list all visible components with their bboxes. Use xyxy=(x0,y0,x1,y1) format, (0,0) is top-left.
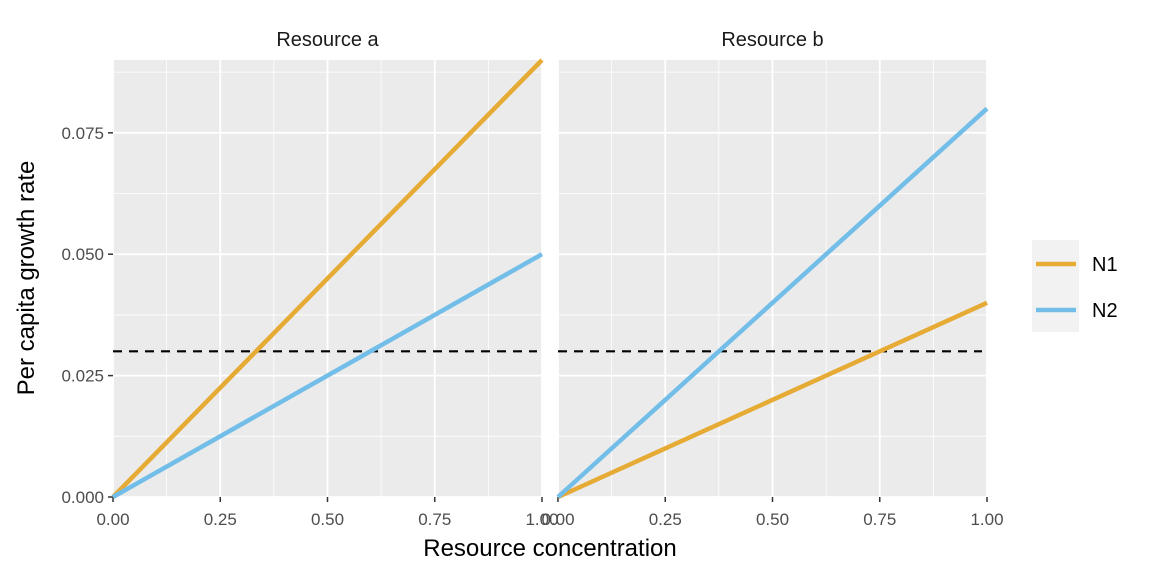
y-tick-label: 0.000 xyxy=(61,488,104,507)
series-line-n2 xyxy=(556,106,989,499)
y-tick-label: 0.050 xyxy=(61,245,104,264)
panels: Resource a 0.00 0.25 0.50 0.75 1.00 0.000 0.025… xyxy=(61,29,1003,529)
x-tick-label: 1.00 xyxy=(970,510,1003,529)
legend-background xyxy=(1032,240,1079,332)
panel-2: Resource b 0.00 0.25 0.50 0.75 1.00 xyxy=(541,29,1003,529)
x-tick-label: 0.00 xyxy=(96,510,129,529)
x-tick-label: 0.25 xyxy=(649,510,682,529)
x-axis-title: Resource concentration xyxy=(423,535,676,562)
legend-label-n1: N1 xyxy=(1092,254,1118,276)
legend-label-n2: N2 xyxy=(1092,300,1118,322)
x-tick-label: 0.50 xyxy=(756,510,789,529)
series-line-n1 xyxy=(111,58,544,499)
x-tick-label: 0.25 xyxy=(204,510,237,529)
x-tick-label: 1.00 xyxy=(525,510,558,529)
panel-title: Resource b xyxy=(721,29,823,51)
x-tick-label: 0.50 xyxy=(311,510,344,529)
y-axis-title: Per capita growth rate xyxy=(13,161,40,396)
y-tick-label: 0.025 xyxy=(61,367,104,386)
series-line-n2 xyxy=(111,252,544,499)
panel-title: Resource a xyxy=(276,29,379,51)
x-tick-label: 0.75 xyxy=(863,510,896,529)
series-line-n1 xyxy=(557,300,988,500)
x-tick-label: 0.75 xyxy=(418,510,451,529)
y-tick-label: 0.075 xyxy=(61,124,104,143)
x-tick-label: 0.00 xyxy=(541,510,574,529)
legend: N1 N2 xyxy=(1032,240,1118,332)
panel-1: Resource a 0.00 0.25 0.50 0.75 1.00 0.000 0.025… xyxy=(61,29,558,529)
